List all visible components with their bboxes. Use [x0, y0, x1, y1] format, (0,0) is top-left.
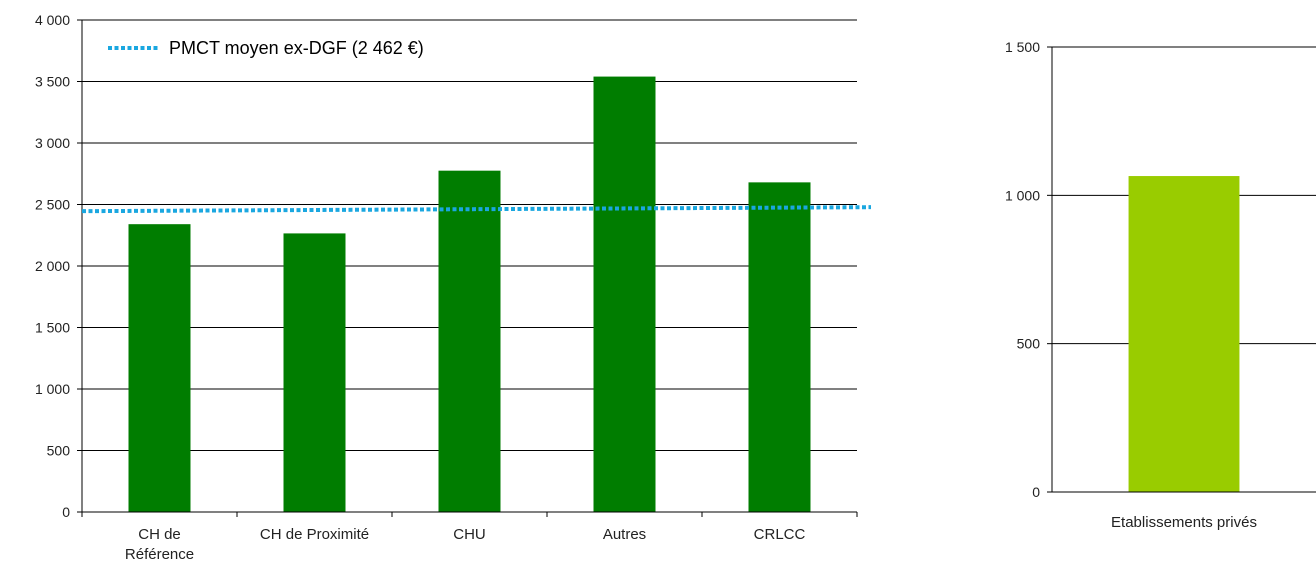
bar [283, 233, 346, 512]
y-tick-label: 2 500 [35, 197, 70, 213]
y-tick-label: 500 [47, 443, 71, 459]
y-tick-label: 1 500 [35, 320, 70, 336]
bar [1128, 176, 1240, 493]
legend-label: PMCT moyen ex-DGF (2 462 €) [169, 38, 424, 58]
y-tick-label: 3 000 [35, 135, 70, 151]
bar [128, 224, 191, 512]
reference-line [81, 205, 872, 214]
x-category-label: Autres [603, 526, 646, 543]
x-category-label: CRLCC [754, 526, 806, 543]
y-tick-label: 1 000 [1005, 187, 1040, 203]
y-tick-label: 0 [1032, 484, 1040, 500]
y-tick-label: 4 000 [35, 12, 70, 28]
y-tick-label: 500 [1017, 336, 1041, 352]
x-category-label: CHU [453, 526, 486, 543]
bar [593, 76, 656, 512]
x-category-label: CH de Proximité [260, 526, 369, 543]
bar [438, 170, 501, 513]
y-tick-label: 1 000 [35, 381, 70, 397]
x-category-label: Référence [125, 546, 194, 563]
chart-private-establishments: 0 500 1 000 1 500 Etablissements privés [1005, 39, 1316, 531]
x-category-label: Etablissements privés [1111, 514, 1257, 531]
y-tick-label: 3 500 [35, 74, 70, 90]
y-tick-label: 0 [62, 504, 70, 520]
y-tick-label: 1 500 [1005, 39, 1040, 55]
x-category-label: CH de [138, 526, 181, 543]
y-tick-label: 2 000 [35, 258, 70, 274]
bar [748, 182, 811, 513]
chart-pmct-by-category: 0 500 1 000 1 500 2 000 2 500 3 000 3 500 4 000 C… [35, 12, 872, 563]
